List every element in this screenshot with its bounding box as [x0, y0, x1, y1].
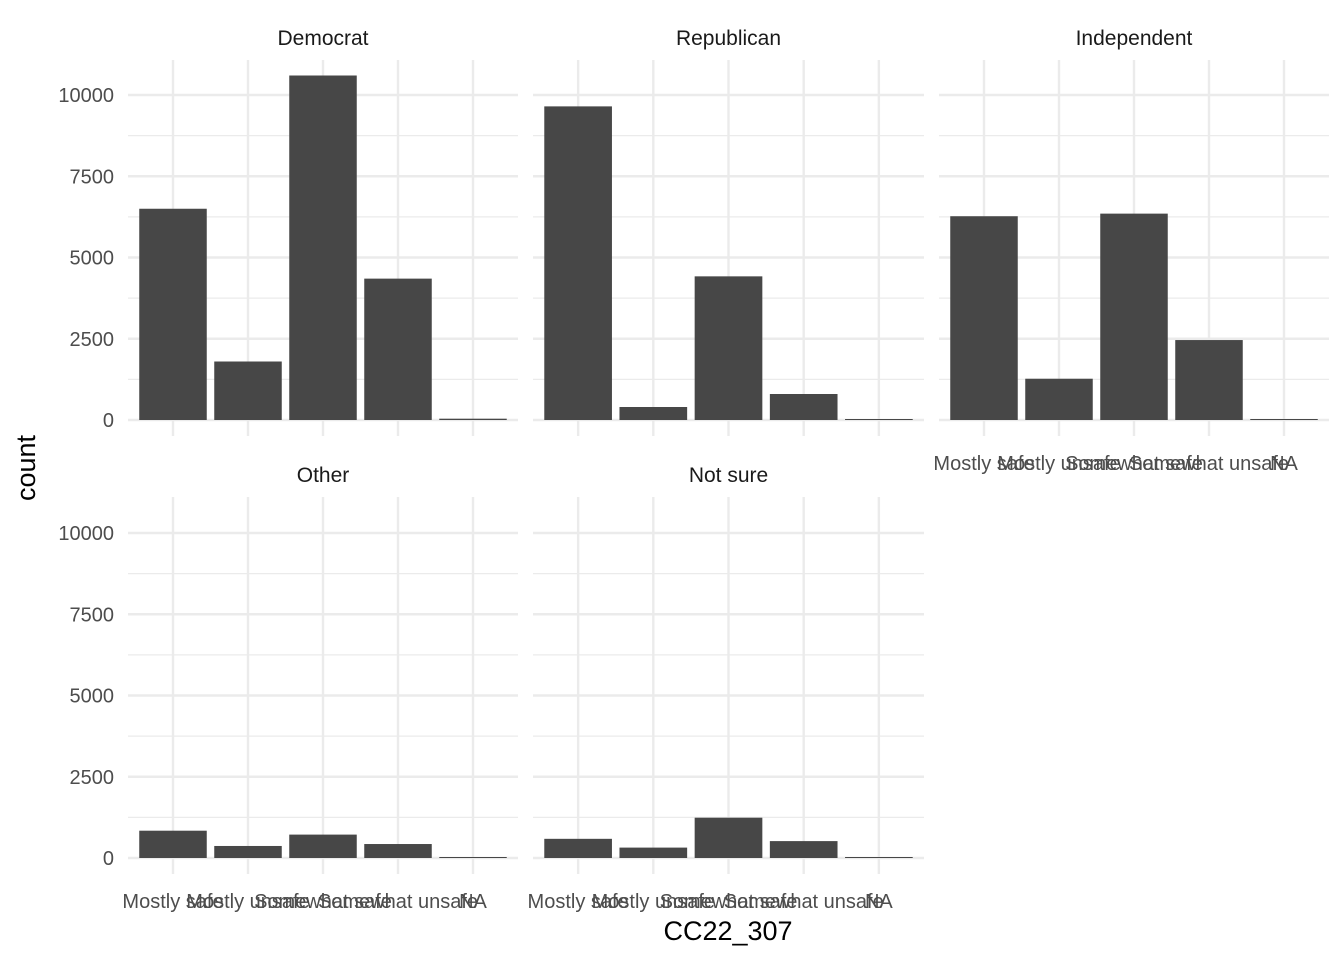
- x-tick-label: Mostly unsafe: [997, 453, 1120, 475]
- bar: [769, 841, 838, 858]
- bar: [364, 844, 432, 858]
- y-tick-label: 7500: [70, 604, 115, 626]
- bar: [1175, 340, 1243, 420]
- bar: [544, 106, 612, 420]
- bar: [694, 276, 763, 420]
- panel-other: Other 0 2500 5000 7500 10000 Mostly safeMostly…: [58, 464, 518, 913]
- panel-strip-title: Republican: [676, 27, 781, 50]
- panel-strip-title: Independent: [1076, 27, 1193, 50]
- y-tick-label: 10000: [58, 85, 114, 107]
- bar: [619, 407, 688, 420]
- x-tick-label: NA: [459, 891, 487, 913]
- panel-republican: Republican: [533, 27, 924, 436]
- y-tick-label: 2500: [70, 329, 115, 351]
- bar: [289, 834, 357, 858]
- x-tick-label: Mostly safe: [933, 453, 1034, 475]
- x-tick-label: NA: [865, 891, 893, 913]
- y-axis-title: count: [11, 434, 41, 501]
- x-tick-label: Somewhat safe: [660, 891, 798, 913]
- panel-strip-title: Not sure: [689, 464, 768, 487]
- bar: [214, 845, 282, 858]
- y-tick-label: 0: [103, 410, 114, 432]
- x-tick-label: Somewhat unsafe: [318, 891, 478, 913]
- panel-strip-title: Democrat: [277, 27, 368, 50]
- x-tick-label: Mostly safe: [122, 891, 223, 913]
- bar: [214, 361, 282, 420]
- panel-strip-title: Other: [297, 464, 350, 487]
- bar: [364, 278, 432, 420]
- bar: [1250, 419, 1318, 420]
- y-tick-label: 0: [103, 848, 114, 870]
- bar: [845, 857, 913, 858]
- bar: [439, 857, 507, 858]
- bar: [289, 75, 357, 420]
- bar: [845, 419, 913, 420]
- bar: [619, 847, 688, 858]
- bar: [544, 838, 612, 858]
- x-tick-label: Mostly unsafe: [592, 891, 715, 913]
- bar: [139, 830, 207, 858]
- x-tick-label: Somewhat safe: [254, 891, 392, 913]
- y-tick-label: 5000: [70, 686, 115, 708]
- bar: [1025, 378, 1093, 420]
- x-tick-label: Somewhat unsafe: [724, 891, 884, 913]
- x-tick-label: NA: [1270, 453, 1298, 475]
- y-tick-label: 10000: [58, 523, 114, 545]
- x-tick-label: Mostly safe: [528, 891, 629, 913]
- bar: [694, 817, 763, 858]
- y-tick-label: 2500: [70, 767, 115, 789]
- bar: [1100, 213, 1168, 420]
- y-tick-label: 5000: [70, 248, 115, 270]
- bar: [769, 394, 838, 420]
- bar: [950, 216, 1018, 420]
- y-tick-label: 7500: [70, 166, 115, 188]
- x-tick-label: Mostly unsafe: [186, 891, 309, 913]
- x-tick-label: Somewhat unsafe: [1129, 453, 1289, 475]
- bar: [139, 208, 207, 420]
- bar: [439, 418, 507, 420]
- x-tick-label: Somewhat safe: [1065, 453, 1203, 475]
- panel-democrat: Democrat 0 2500 5000 7500 10000: [58, 27, 518, 436]
- x-axis-title: CC22_307: [663, 916, 792, 946]
